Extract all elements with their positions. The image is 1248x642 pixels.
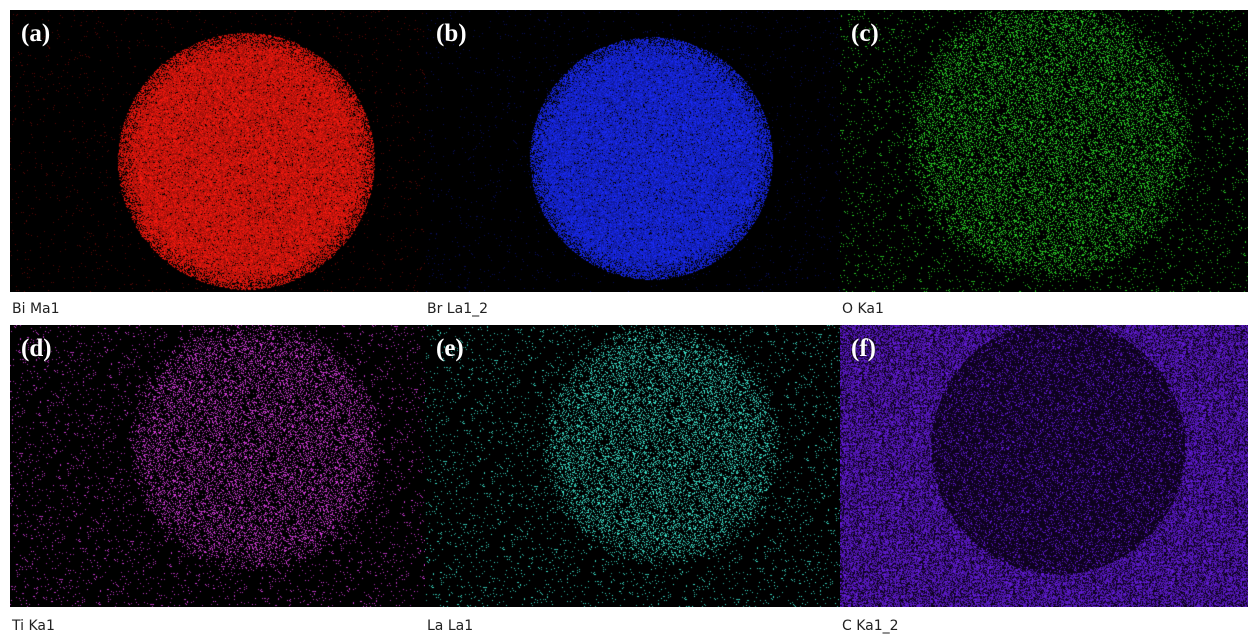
map-panel-b: (b) [425,10,840,292]
map-panel-e: (e) [425,325,840,607]
panel-label: (b) [436,20,467,47]
map-panel-a: (a) [10,10,425,292]
panel-label: (d) [21,335,52,362]
panel-caption: Bi Ma1 [12,301,60,317]
map-panel-c: (c) [840,10,1248,292]
panel-caption: C Ka1_2 [842,618,899,634]
elemental-map-image [425,325,840,607]
panel-label: (c) [851,20,879,47]
elemental-map-image [10,10,425,292]
panel-label: (e) [436,335,464,362]
elemental-map-image [425,10,840,292]
panel-label: (f) [851,335,876,362]
elemental-map-image [840,325,1248,607]
panel-caption: Ti Ka1 [12,618,55,634]
panel-caption: La La1 [427,618,474,634]
map-panel-d: (d) [10,325,425,607]
panel-label: (a) [21,20,51,47]
panel-caption: O Ka1 [842,301,884,317]
panel-caption: Br La1_2 [427,301,489,317]
elemental-map-image [840,10,1248,292]
map-panel-f: (f) [840,325,1248,607]
elemental-map-image [10,325,425,607]
